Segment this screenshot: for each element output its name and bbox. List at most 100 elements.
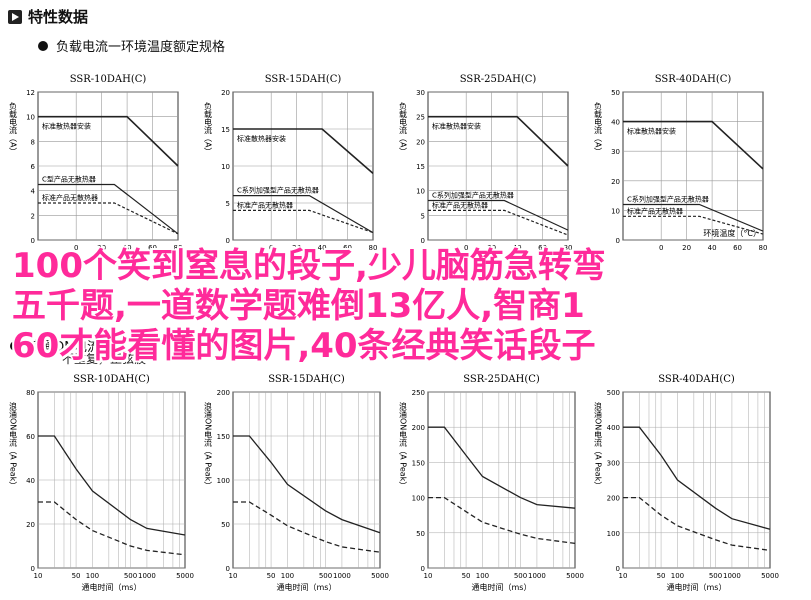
surge-chart-40: SSR-40DAH(C) 0 100 200 300 400 500 10 50 100 500 10… <box>594 372 780 598</box>
plot-frame <box>622 391 771 569</box>
bullet-label: 浪涌ON电流耐量 <box>28 340 126 355</box>
y-tick-label: 5 <box>421 212 425 220</box>
surge-chart-10: SSR-10DAH(C) 0 20 40 60 80 10 50 100 500 1000 5000 浪… <box>9 372 195 598</box>
series-line <box>623 496 771 552</box>
bullet-surge: 浪涌ON电流耐量 <box>10 336 126 355</box>
y-axis-label: 浪涌ON电流（A Peak） <box>399 401 408 489</box>
chart-title: SSR-10DAH(C) <box>73 374 150 385</box>
x-tick-label: 500 <box>319 572 332 580</box>
series-line <box>233 501 381 553</box>
x-tick-label: 1000 <box>333 572 351 580</box>
x-tick-label: 80 <box>174 244 183 252</box>
series-label: 标准产品无散热器 <box>432 200 488 209</box>
y-tick-label: 5 <box>226 200 230 208</box>
x-tick-label: 100 <box>281 572 294 580</box>
chart-title: SSR-40DAH(C) <box>658 374 735 385</box>
y-tick-label: 25 <box>416 114 425 122</box>
y-tick-label: 200 <box>217 389 230 397</box>
x-tick-label: 0 <box>464 244 468 252</box>
section-header: 特性数据 <box>8 6 88 27</box>
series-line <box>38 501 186 556</box>
y-tick-label: 0 <box>616 565 620 573</box>
x-tick-label: 60 <box>538 244 547 252</box>
y-tick-label: 200 <box>607 495 620 503</box>
y-tick-label: 20 <box>611 178 620 186</box>
y-tick-label: 20 <box>221 89 230 97</box>
x-axis-label: 通电时间（ms） <box>472 582 532 592</box>
x-tick-label: 20 <box>487 244 496 252</box>
series-line <box>623 120 764 170</box>
surge-chart-25: SSR-25DAH(C) 0 50 100 150 200 250 10 50 100 500 100… <box>399 372 585 598</box>
y-tick-label: 10 <box>221 163 230 171</box>
y-tick-label: 10 <box>416 188 425 196</box>
y-axis-label: 负载电流（A） <box>399 101 408 155</box>
bullet-load-current: 负载电流一环境温度额定规格 <box>38 36 225 55</box>
y-tick-label: 40 <box>611 119 620 127</box>
y-axis-label: 负载电流（A） <box>594 101 603 155</box>
chart-title: SSR-10DAH(C) <box>70 74 147 85</box>
series-line <box>428 115 569 167</box>
chart-title: SSR-25DAH(C) <box>460 74 537 85</box>
y-tick-label: 400 <box>607 424 620 432</box>
y-axis-label: 负载电流（A） <box>204 101 213 155</box>
y-tick-label: 500 <box>607 389 620 397</box>
y-tick-label: 0 <box>31 565 35 573</box>
series-label: 标准产品无散热器 <box>627 206 683 215</box>
series-line <box>38 183 179 235</box>
y-tick-label: 10 <box>611 207 620 215</box>
overlay-line: 100个笑到窒息的段子,少儿脑筋急转弯 <box>12 246 606 286</box>
series-label: 标准产品无散热器 <box>42 193 98 202</box>
x-tick-label: 40 <box>513 244 522 252</box>
surge-note: 不重复，正弦波 <box>62 352 147 366</box>
y-axis-label: 负载电流（A） <box>9 101 18 155</box>
series-line <box>623 426 771 530</box>
y-tick-label: 200 <box>412 424 425 432</box>
y-tick-label: 0 <box>31 237 35 245</box>
x-tick-label: 500 <box>514 572 527 580</box>
series-line <box>233 128 374 175</box>
x-tick-label: 10 <box>424 572 433 580</box>
y-tick-label: 0 <box>226 565 230 573</box>
y-tick-label: 30 <box>611 148 620 156</box>
x-tick-label: 20 <box>682 244 691 252</box>
y-tick-label: 250 <box>412 389 425 397</box>
x-tick-label: 80 <box>369 244 378 252</box>
x-tick-label: 10 <box>229 572 238 580</box>
y-tick-label: 60 <box>26 433 35 441</box>
x-tick-label: 80 <box>564 244 573 252</box>
chart-title: SSR-40DAH(C) <box>655 74 732 85</box>
y-tick-label: 12 <box>26 89 35 97</box>
x-tick-label: 500 <box>709 572 722 580</box>
y-tick-label: 10 <box>26 114 35 122</box>
series-label: C型产品无散热器 <box>42 175 96 184</box>
y-tick-label: 2 <box>31 212 35 220</box>
series-line <box>233 209 374 234</box>
x-tick-label: 100 <box>671 572 684 580</box>
series-line <box>623 203 764 232</box>
x-axis-label: 通电时间（ms） <box>82 582 142 592</box>
load-chart-10: SSR-10DAH(C) 0 2 4 6 8 10 12 0 20 40 60 80 负载电流（A） 标准散… <box>9 72 195 271</box>
x-axis-label: 环境温度（°C） <box>703 228 761 238</box>
x-tick-label: 50 <box>267 572 276 580</box>
y-tick-label: 15 <box>416 163 425 171</box>
x-tick-label: 20 <box>97 244 106 252</box>
x-tick-label: 40 <box>708 244 717 252</box>
x-tick-label: 50 <box>462 572 471 580</box>
load-chart-15: SSR-15DAH(C) 0 5 10 15 20 0 20 40 60 80 负载电流（A） 标准散热… <box>204 72 390 271</box>
series-label: 标准散热器安装 <box>237 134 286 143</box>
x-tick-label: 60 <box>343 244 352 252</box>
x-tick-label: 80 <box>759 244 768 252</box>
play-icon <box>8 9 22 24</box>
series-line <box>428 209 569 236</box>
load-chart-25: SSR-25DAH(C) 0 5 10 15 20 25 30 0 20 40 60 80 负载电流（A）… <box>399 72 585 271</box>
x-tick-label: 50 <box>657 572 666 580</box>
series-label: C系列加强型产品无散热器 <box>237 186 319 195</box>
series-label: C系列加强型产品无散热器 <box>432 191 514 200</box>
y-tick-label: 20 <box>26 521 35 529</box>
bullet-icon <box>38 40 48 51</box>
x-tick-label: 5000 <box>176 572 194 580</box>
overlay-line: 60才能看懂的图片,40条经典笑话段子 <box>12 326 596 366</box>
y-tick-label: 15 <box>221 126 230 134</box>
series-line <box>38 202 179 235</box>
y-tick-label: 50 <box>611 89 620 97</box>
